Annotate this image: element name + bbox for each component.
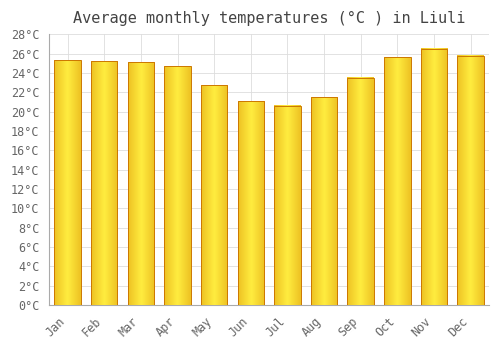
Bar — [458, 56, 484, 305]
Bar — [91, 61, 118, 305]
Bar — [384, 57, 410, 305]
Bar — [274, 106, 300, 305]
Bar — [128, 62, 154, 305]
Bar — [311, 97, 337, 305]
Bar — [201, 85, 228, 305]
Bar — [238, 101, 264, 305]
Title: Average monthly temperatures (°C ) in Liuli: Average monthly temperatures (°C ) in Li… — [73, 11, 466, 26]
Bar — [54, 60, 81, 305]
Bar — [348, 78, 374, 305]
Bar — [164, 66, 190, 305]
Bar — [421, 49, 447, 305]
